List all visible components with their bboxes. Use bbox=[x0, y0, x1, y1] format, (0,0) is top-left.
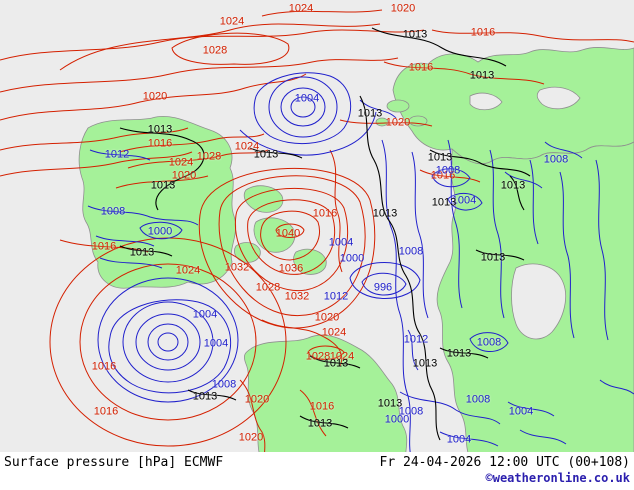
isobars-standard bbox=[119, 27, 531, 441]
isobars-low bbox=[87, 72, 634, 452]
status-bar: Surface pressure [hPa] ECMWF Fr 24-04-20… bbox=[0, 452, 634, 490]
map-canvas: 1024 1024 1020 1016 1028 1016 1020 1016 1024 1028… bbox=[0, 0, 634, 452]
map-title: Surface pressure [hPa] ECMWF bbox=[4, 455, 224, 470]
land-masses bbox=[78, 47, 634, 452]
map-graphic bbox=[0, 9, 634, 452]
copyright-link[interactable]: ©weatheronline.co.uk bbox=[485, 471, 631, 485]
isobars-high bbox=[0, 9, 634, 452]
map-datetime: Fr 24-04-2026 12:00 UTC (00+108) bbox=[379, 455, 630, 470]
